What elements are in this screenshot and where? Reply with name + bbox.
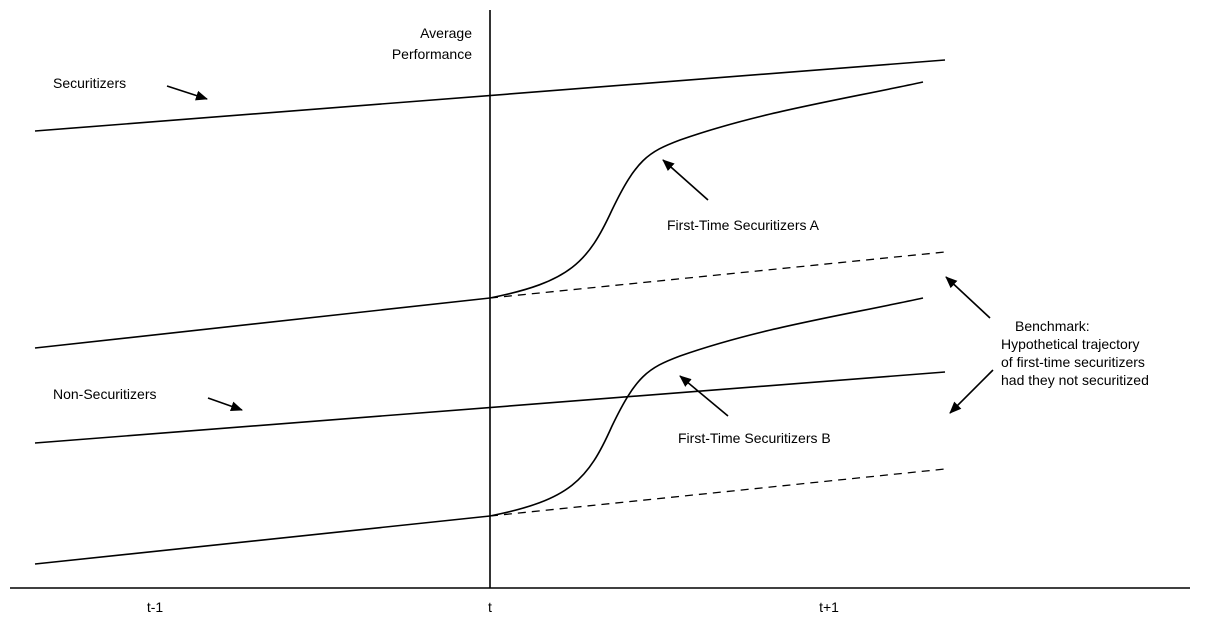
non-securitizers-arrow — [207, 397, 243, 412]
benchmark-label: Benchmark: Hypothetical trajectory of fi… — [1001, 318, 1149, 388]
first-time-b-benchmark-dashed — [489, 468, 946, 517]
first-time-b-curve — [489, 297, 924, 517]
securitizers-arrow — [166, 85, 208, 101]
x-tick-t: t — [488, 599, 492, 615]
benchmark-arrow-lower — [949, 369, 994, 414]
first-time-a-curve — [489, 81, 924, 299]
securitizers-label: Securitizers — [53, 75, 126, 91]
benchmark-arrow-upper — [945, 276, 991, 319]
x-tick-t-plus-1: t+1 — [819, 599, 839, 615]
benchmark-label-line1: Benchmark: — [1015, 318, 1090, 334]
y-axis-label-line1: Average — [420, 25, 472, 41]
non-securitizers-label: Non-Securitizers — [53, 386, 156, 402]
benchmark-label-line3: of first-time securitizers — [1001, 354, 1145, 370]
non-securitizers-line — [34, 371, 946, 444]
x-tick-t-minus-1: t-1 — [147, 599, 164, 615]
first-time-b-arrow — [679, 375, 729, 417]
first-time-b-label: First-Time Securitizers B — [678, 430, 831, 446]
first-time-b-pre-line — [34, 515, 491, 565]
first-time-a-pre-line — [34, 297, 491, 349]
benchmark-label-line2: Hypothetical trajectory — [1001, 336, 1140, 352]
first-time-a-arrow — [662, 159, 709, 201]
y-axis-label-line2: Performance — [392, 46, 472, 62]
benchmark-label-line4: had they not securitized — [1001, 372, 1149, 388]
first-time-a-benchmark-dashed — [489, 251, 946, 299]
first-time-a-label: First-Time Securitizers A — [667, 217, 820, 233]
securitizers-line — [34, 59, 946, 132]
